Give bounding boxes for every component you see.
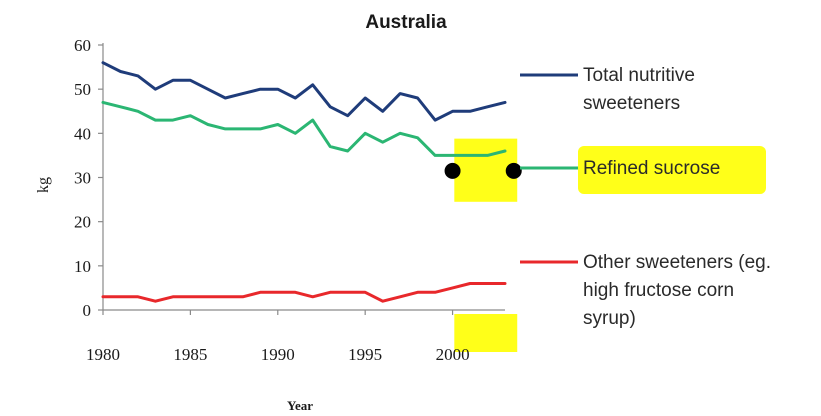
- y-axis-ticks: 0 10 20 30 40 50 60: [74, 36, 103, 320]
- y-tick-label: 30: [74, 169, 91, 188]
- y-tick-label: 40: [74, 124, 91, 143]
- annotation-dots: [444, 162, 522, 179]
- series-layer: [101, 61, 507, 303]
- annotation-dot-left: [444, 162, 461, 179]
- series-line-0: [101, 61, 507, 122]
- x-tick-label: 1980: [86, 345, 120, 364]
- annotation-layer: [454, 138, 766, 352]
- x-axis-label: Year: [287, 398, 313, 413]
- y-tick-label: 50: [74, 80, 91, 99]
- y-tick-label: 0: [83, 301, 92, 320]
- chart-title: Australia: [365, 12, 447, 33]
- x-tick-label: 2000: [436, 345, 470, 364]
- legend-label-1-line-0: Refined sucrose: [583, 158, 720, 179]
- annotation-dot-right: [505, 162, 522, 179]
- x-axis-ticks: 1980 1985 1990 1995 2000: [86, 310, 470, 364]
- y-tick-label: 10: [74, 257, 91, 276]
- y-tick-label: 20: [74, 213, 91, 232]
- legend-label-0-line-0: Total nutritive: [583, 65, 695, 86]
- highlight-box-legend-refined-sucrose: [578, 146, 766, 194]
- legend-label-2-line-2: syrup): [583, 308, 636, 329]
- y-tick-label: 60: [74, 36, 91, 55]
- y-axis-label: kg: [35, 177, 52, 193]
- legend-label-2-line-0: Other sweeteners (eg.: [583, 252, 771, 273]
- legend-label-0-line-1: sweeteners: [583, 93, 680, 114]
- legend: Total nutritive sweeteners Refined sucrose…: [520, 65, 771, 329]
- x-tick-label: 1990: [261, 345, 295, 364]
- series-line-2: [101, 282, 507, 303]
- legend-label-2-line-1: high fructose corn: [583, 280, 734, 301]
- x-tick-label: 1985: [173, 345, 207, 364]
- x-tick-label: 1995: [348, 345, 382, 364]
- highlight-box-xaxis-2000: [454, 314, 518, 352]
- series-line-1: [101, 100, 507, 157]
